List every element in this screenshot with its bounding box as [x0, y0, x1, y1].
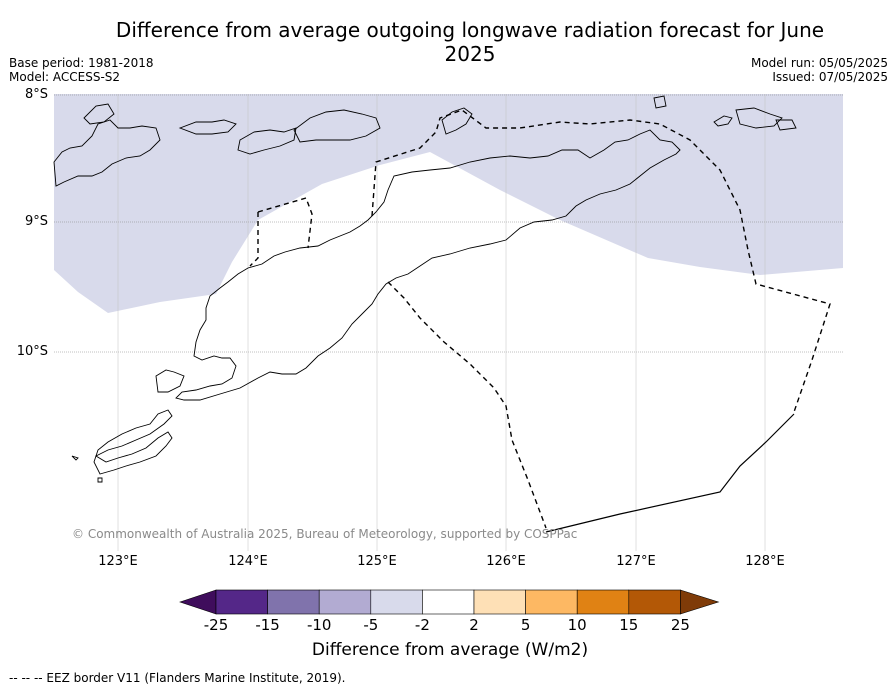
colorbar-swatch	[215, 589, 268, 615]
colorbar-tick-label: -10	[306, 616, 332, 634]
eez-border	[249, 109, 831, 529]
colorbar-swatch	[422, 589, 475, 615]
islet-coastline	[71, 455, 79, 461]
eez-solid-boundary	[545, 413, 795, 533]
lon-label-123e: 123°E	[98, 554, 138, 569]
lat-label-10s: 10°S	[16, 344, 48, 359]
colorbar-label: Difference from average (W/m2)	[311, 640, 589, 660]
lon-label-124e: 124°E	[228, 554, 268, 569]
island-coastline-b	[178, 119, 237, 135]
gridlines	[54, 94, 843, 551]
colorbar-swatch	[628, 589, 681, 615]
meta-left: Base period: 1981-2018 Model: ACCESS-S2	[9, 56, 154, 84]
copyright-notice: © Commonwealth of Australia 2025, Bureau…	[72, 527, 578, 541]
colorbar-swatch	[318, 589, 372, 615]
issued-date: Issued: 07/05/2025	[772, 70, 888, 84]
island-coastline-h	[775, 119, 797, 131]
colorbar	[179, 589, 720, 615]
model-name: Model: ACCESS-S2	[9, 70, 121, 84]
colorbar-tick-label: -15	[255, 616, 280, 634]
colorbar-swatch	[525, 589, 578, 615]
colorbar-tick-label: -5	[363, 616, 379, 634]
lat-label-8s: 8°S	[24, 87, 48, 102]
model-run: Model run: 05/05/2025	[750, 56, 888, 70]
colorbar-tick-label: -25	[203, 616, 229, 634]
island-coastline-f	[713, 115, 733, 127]
colorbar-tick-label: -2	[414, 616, 430, 634]
island-coastline-d	[293, 109, 381, 143]
timor-coastline	[175, 129, 681, 401]
colorbar-swatch	[370, 589, 423, 615]
eez-footnote: -- -- -- EEZ border V11 (Flanders Marine…	[9, 671, 346, 685]
colorbar-swatch	[576, 589, 630, 615]
island-coastline-g	[735, 107, 783, 129]
islet-coastline-2	[97, 477, 103, 483]
northern-islands-coastline	[53, 119, 161, 187]
colorbar-tick-label: 2	[469, 616, 479, 634]
lon-label-125e: 125°E	[357, 554, 397, 569]
island-coastline-a	[83, 103, 115, 125]
colorbar-tick-label: 15	[619, 616, 639, 634]
sawu-coastline	[93, 409, 173, 475]
base-period: Base period: 1981-2018	[9, 56, 154, 70]
colorbar-tick-label: 25	[670, 616, 690, 634]
coastlines	[53, 95, 797, 483]
anomaly-shading	[54, 94, 843, 313]
colorbar-swatch	[473, 589, 526, 615]
colorbar-extend-low	[179, 589, 217, 615]
lon-label-128e: 128°E	[745, 554, 785, 569]
colorbar-tick-label: 10	[567, 616, 587, 634]
colorbar-swatch	[267, 589, 320, 615]
colorbar-tick-label: 5	[520, 616, 531, 634]
wetar-coastline	[441, 107, 473, 135]
island-coastline-e	[653, 95, 667, 109]
rote-coastline	[155, 369, 185, 393]
lat-label-9s: 9°S	[24, 214, 48, 229]
meta-right: Model run: 05/05/2025 Issued: 07/05/2025	[751, 56, 888, 84]
lon-label-126e: 126°E	[486, 554, 526, 569]
lon-label-127e: 127°E	[616, 554, 656, 569]
colorbar-extend-high	[680, 589, 720, 615]
island-coastline-c	[237, 127, 297, 155]
map-title: Difference from average outgoing longwav…	[115, 18, 825, 66]
